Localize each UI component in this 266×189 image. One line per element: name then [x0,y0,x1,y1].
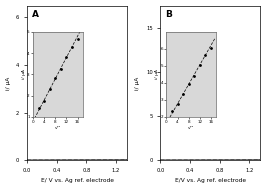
X-axis label: E/V vs. Ag ref. electrode: E/V vs. Ag ref. electrode [175,178,246,184]
Text: A: A [32,10,39,19]
Y-axis label: i/ μA: i/ μA [135,76,140,90]
Text: B: B [165,10,172,19]
Y-axis label: i/ μA: i/ μA [6,76,11,90]
X-axis label: E/ V vs. Ag ref. electrode: E/ V vs. Ag ref. electrode [41,178,114,184]
